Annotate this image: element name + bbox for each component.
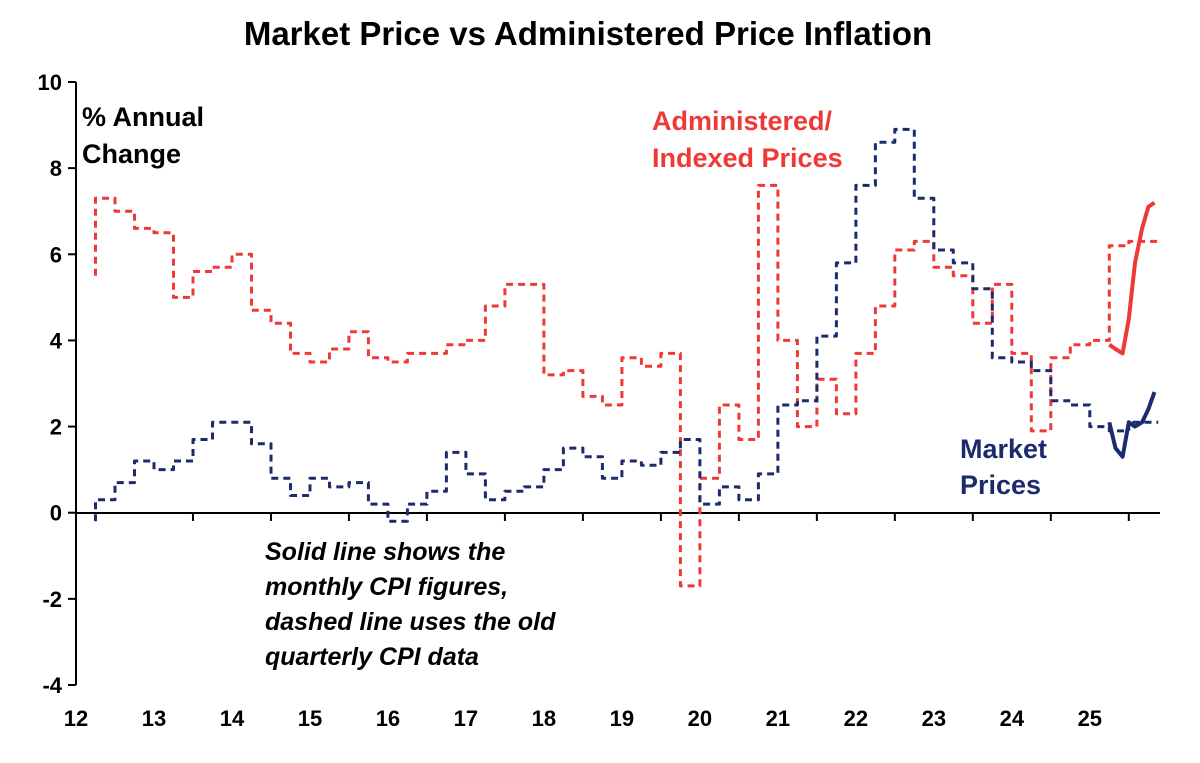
y-tick-label: -4 <box>42 673 62 698</box>
x-tick-label: 24 <box>1000 706 1025 731</box>
x-tick-label: 14 <box>220 706 245 731</box>
administered-series-solid-line <box>1108 200 1156 356</box>
x-tick-label: 12 <box>64 706 88 731</box>
x-tick-label: 17 <box>454 706 478 731</box>
x-tick-label: 25 <box>1078 706 1102 731</box>
x-tick-label: 23 <box>922 706 946 731</box>
administered-series-label-line-1: Administered/ <box>652 106 833 136</box>
x-tick-label: 16 <box>376 706 400 731</box>
y-axis-label-line-1: % Annual <box>82 102 204 132</box>
chart-note-line-2: monthly CPI figures, <box>265 573 508 601</box>
market-series-label-line-2: Prices <box>960 470 1041 500</box>
y-tick-label: 0 <box>50 501 62 526</box>
y-tick-label: 2 <box>50 415 62 440</box>
chart-title: Market Price vs Administered Price Infla… <box>244 15 932 52</box>
chart-note-line-1: Solid line shows the <box>265 538 505 566</box>
administered-series-dashed-line <box>94 183 1159 588</box>
market-series-solid-line <box>1107 391 1157 459</box>
y-tick-label: 6 <box>50 242 62 267</box>
plot-area <box>94 127 1159 588</box>
chart-note-line-4: quarterly CPI data <box>265 643 479 671</box>
y-tick-label: 10 <box>38 70 62 95</box>
market-series-label-line-1: Market <box>960 434 1047 464</box>
x-tick-label: 18 <box>532 706 556 731</box>
y-tick-label: 4 <box>50 328 63 353</box>
x-tick-label: 19 <box>610 706 634 731</box>
y-axis-label-line-2: Change <box>82 139 181 169</box>
x-tick-label: 22 <box>844 706 868 731</box>
x-tick-label: 15 <box>298 706 322 731</box>
administered-series-label-line-2: Indexed Prices <box>652 143 843 173</box>
x-tick-label: 13 <box>142 706 166 731</box>
y-tick-label: -2 <box>42 587 62 612</box>
y-tick-label: 8 <box>50 156 62 181</box>
chart-note-line-3: dashed line uses the old <box>265 608 556 636</box>
market-series-dashed-line <box>94 127 1159 523</box>
x-tick-label: 20 <box>688 706 712 731</box>
x-tick-label: 21 <box>766 706 790 731</box>
